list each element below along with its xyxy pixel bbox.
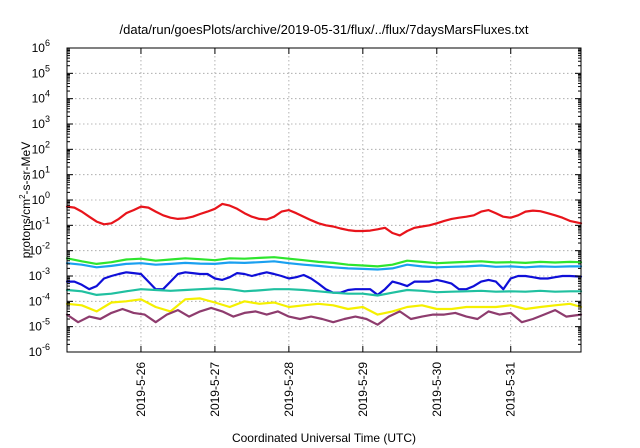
y-tick-exponent: -3 <box>42 266 50 276</box>
x-axis-label: Coordinated Universal Time (UTC) <box>232 431 416 445</box>
x-axis: 2019-5-26 2019-5-27 2019-5-28 2019-5-29 2019… <box>134 48 518 417</box>
y-tick-exponent: -6 <box>42 342 50 352</box>
y-tick-exponent: -4 <box>42 291 50 301</box>
series-line-6 <box>65 297 583 316</box>
series-line-1 <box>65 202 583 237</box>
y-tick-label: 10-6 <box>29 342 50 359</box>
y-tick-label: 10-3 <box>29 266 50 283</box>
x-tick-label: 2019-5-29 <box>356 362 370 417</box>
y-tick-exponent: 4 <box>45 89 50 99</box>
y-axis-label-exponent: 2 <box>18 194 27 199</box>
y-axis-label: protons/cm2-s-sr-MeV <box>18 142 33 258</box>
y-tick-base: 10 <box>32 66 46 80</box>
y-tick-base: 10 <box>32 168 46 182</box>
y-tick-exponent: 2 <box>45 139 50 149</box>
y-tick-base: 10 <box>29 320 43 334</box>
x-tick-label: 2019-5-28 <box>282 362 296 417</box>
y-tick-label: 101 <box>32 165 50 182</box>
y-tick-exponent: -5 <box>42 317 50 327</box>
y-tick-label: 104 <box>32 89 50 106</box>
y-tick-base: 10 <box>29 345 43 359</box>
y-tick-base: 10 <box>32 92 46 106</box>
x-tick-label: 2019-5-30 <box>430 362 444 417</box>
y-axis: 10-610-510-410-310-210-11001011021031041… <box>29 38 581 359</box>
y-tick-exponent: 5 <box>45 63 50 73</box>
y-tick-label: 102 <box>32 139 50 156</box>
series-group <box>65 202 583 326</box>
y-tick-label: 10-1 <box>29 215 50 232</box>
y-tick-base: 10 <box>29 218 43 232</box>
grid <box>67 48 581 352</box>
y-tick-base: 10 <box>29 244 43 258</box>
x-tick-label: 2019-5-26 <box>134 362 148 417</box>
y-tick-label: 10-4 <box>29 291 50 308</box>
y-tick-base: 10 <box>32 193 46 207</box>
y-tick-exponent: -2 <box>42 241 50 251</box>
chart-title: /data/run/goesPlots/archive/2019-05-31/f… <box>120 22 529 37</box>
y-tick-exponent: 6 <box>45 38 50 48</box>
y-tick-label: 105 <box>32 63 50 80</box>
series-line-7 <box>65 306 583 326</box>
y-tick-label: 100 <box>32 190 50 207</box>
y-axis-label-main: protons/cm <box>19 199 33 258</box>
y-tick-label: 10-5 <box>29 317 50 334</box>
y-tick-exponent: -1 <box>42 215 50 225</box>
x-tick-label: 2019-5-27 <box>208 362 222 417</box>
y-axis-label-rest: -s-sr-MeV <box>19 142 33 195</box>
y-tick-base: 10 <box>32 117 46 131</box>
y-tick-exponent: 3 <box>45 114 50 124</box>
series-line-3 <box>65 260 583 271</box>
y-tick-label: 10-2 <box>29 241 50 258</box>
y-tick-base: 10 <box>29 294 43 308</box>
y-tick-base: 10 <box>32 41 46 55</box>
y-tick-exponent: 0 <box>45 190 50 200</box>
series-line-2 <box>65 256 583 268</box>
x-tick-label: 2019-5-31 <box>504 362 518 417</box>
series-line-5 <box>65 287 583 297</box>
y-tick-base: 10 <box>32 142 46 156</box>
y-tick-label: 103 <box>32 114 50 131</box>
y-tick-exponent: 1 <box>45 165 50 175</box>
y-tick-label: 106 <box>32 38 50 55</box>
y-tick-base: 10 <box>29 269 43 283</box>
series-line-4 <box>65 271 583 296</box>
